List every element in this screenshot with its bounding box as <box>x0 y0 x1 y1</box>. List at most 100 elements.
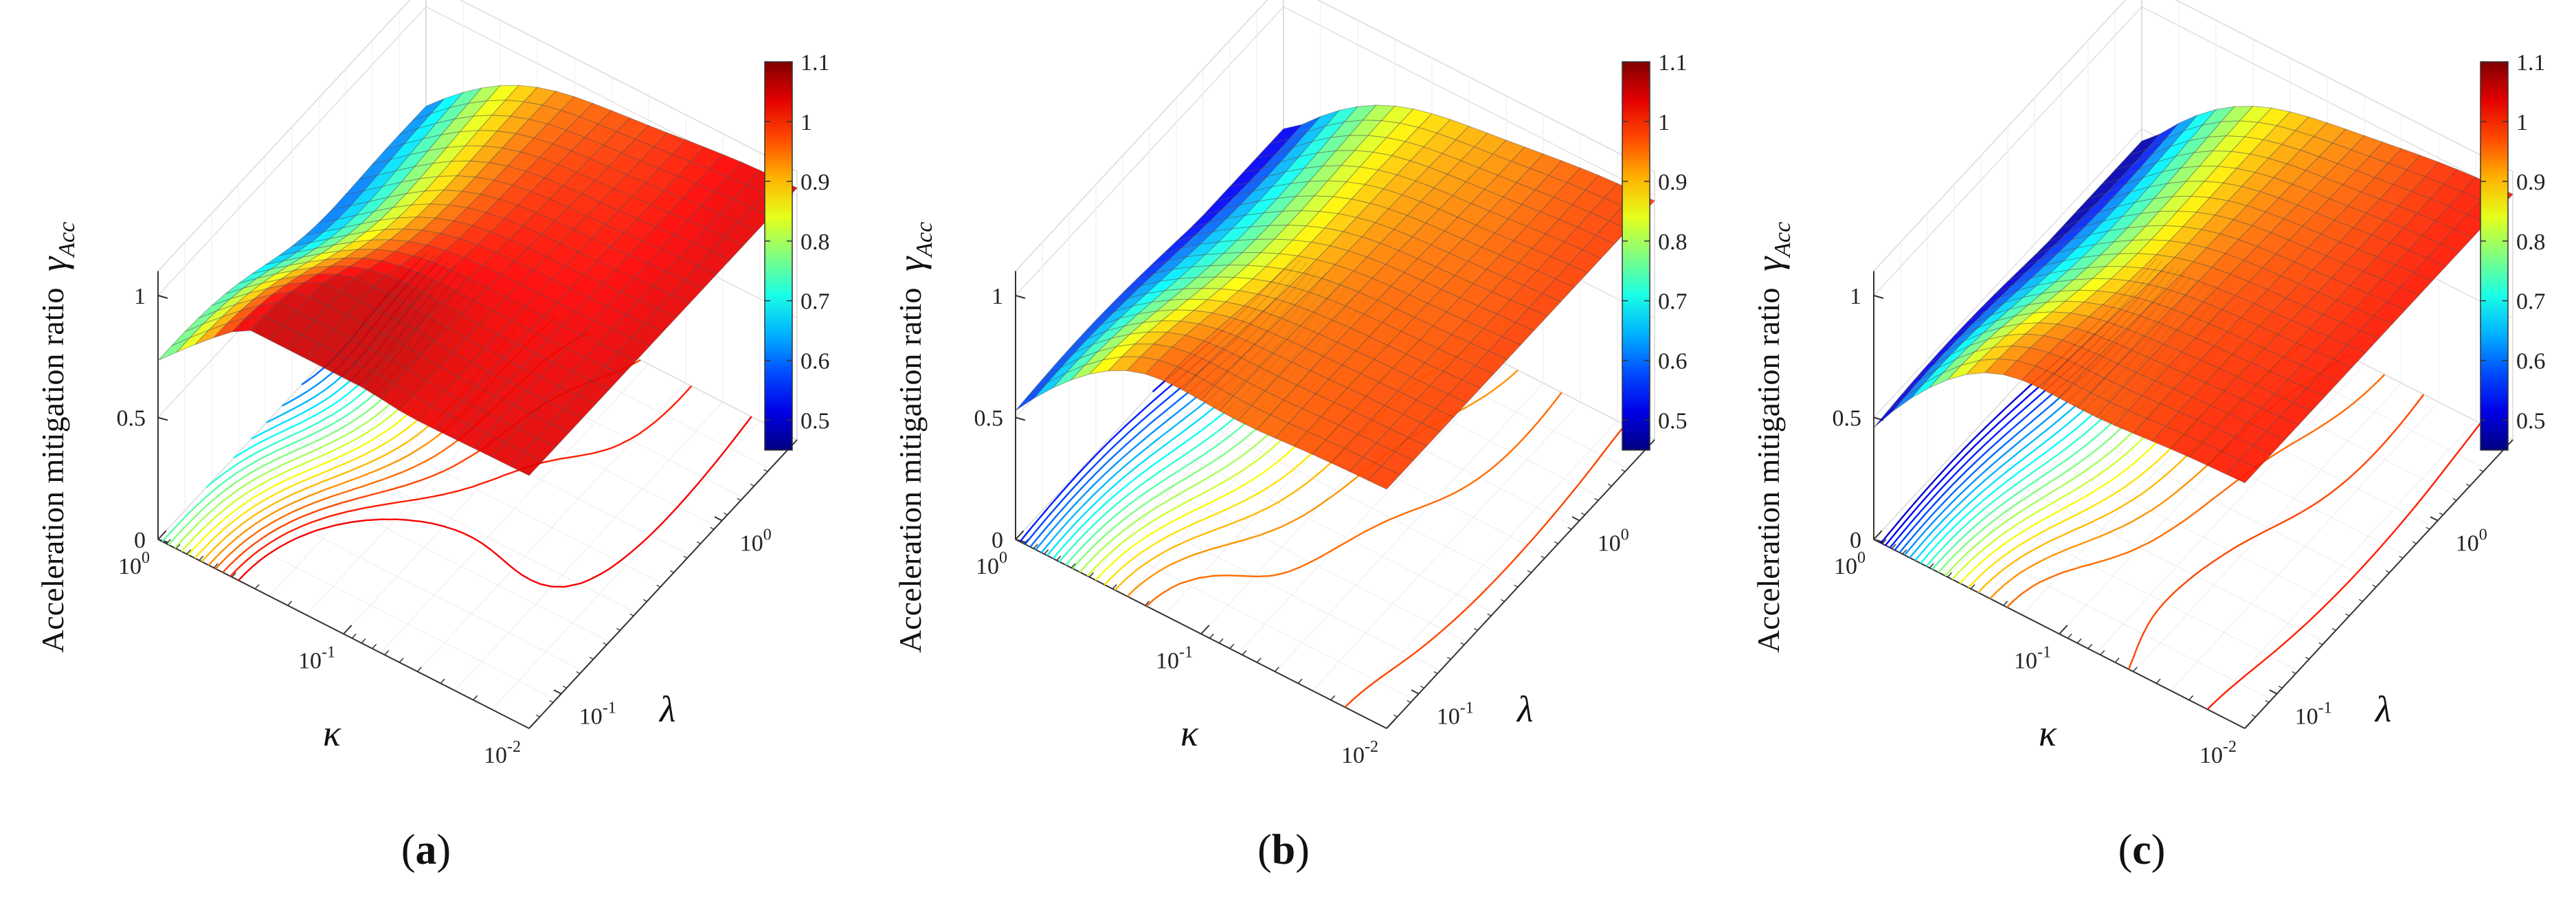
lambda-tick-label: 100 <box>1598 526 1629 557</box>
surface-patch <box>2346 330 2379 354</box>
panel-a: 0 0.5 1 100 10-1 10-2 10-1 100 κ λ Acceleration mi… <box>0 0 859 905</box>
z-axis-symbol: γAcc <box>891 222 937 271</box>
lambda-axis-line <box>528 439 798 729</box>
contour-level <box>1145 392 1563 607</box>
kappa-tick-label: 100 <box>118 549 150 579</box>
z-axis-symbol: γAcc <box>1749 222 1795 271</box>
z-tick-label: 0 <box>992 528 1003 553</box>
surface-patch <box>603 351 637 376</box>
colorbar-tick-label: 1 <box>2516 110 2528 135</box>
surface-patch <box>1015 382 1048 411</box>
surface-mesh-a <box>157 85 798 476</box>
surface-plot-b: 0 0.5 1 100 10-1 10-2 10-1 100 κ λ Acceleration mi… <box>891 0 1688 873</box>
surface-patch <box>1407 422 1441 447</box>
lambda-tick-label: 10-1 <box>1437 700 1474 730</box>
lambda-tick-label: 10-1 <box>579 700 616 730</box>
kappa-tick-label: 10-2 <box>2199 738 2237 768</box>
contour-level <box>2206 423 2481 711</box>
z-tick-label: 1 <box>1850 284 1861 309</box>
colorbar-tick-label: 0.8 <box>800 230 830 255</box>
surface-patch <box>2226 459 2259 484</box>
surface-patch <box>2239 445 2272 469</box>
lambda-axis-line <box>1386 439 1655 729</box>
z-axis-label: Acceleration mitigation ratio <box>1751 288 1786 653</box>
colorbar-tick-label: 0.9 <box>800 170 830 195</box>
colorbar-tick-label: 1.1 <box>1658 50 1688 76</box>
colorbar-tick-label: 0.7 <box>800 289 830 315</box>
colorbar-gradient <box>1622 61 1650 451</box>
surface-patch <box>2373 301 2406 325</box>
kappa-axis-label: κ <box>2039 713 2057 754</box>
colorbar-tick-label: 0.6 <box>1658 349 1688 375</box>
lambda-tick-label: 10-1 <box>2295 700 2332 730</box>
colorbar-tick-label: 1.1 <box>2516 50 2546 76</box>
z-tick-label: 0 <box>134 528 146 553</box>
colorbar-tick-label: 0.7 <box>1658 289 1688 315</box>
surface-patch <box>1555 264 1589 288</box>
z-tick-label: 1 <box>992 284 1003 309</box>
surface-patch <box>2252 430 2286 455</box>
lambda-axis-label: λ <box>1516 689 1533 730</box>
surface-patch <box>2440 228 2474 253</box>
colorbar-tick-label: 0.7 <box>2516 289 2546 315</box>
panel-b: 0 0.5 1 100 10-1 10-2 10-1 100 κ λ Acceleration mi… <box>858 0 1716 905</box>
z-tick-label: 0 <box>1850 528 1861 553</box>
z-tick-label: 0.5 <box>117 406 146 432</box>
surface-patch <box>2360 315 2393 339</box>
surface-patch <box>157 337 190 361</box>
kappa-tick-label: 10-1 <box>298 644 335 674</box>
colorbar-tick-label: 0.8 <box>2516 230 2546 255</box>
surface-mesh-c <box>1873 105 2513 484</box>
surface-patch <box>1421 407 1455 432</box>
panel-c: 0 0.5 1 100 10-1 10-2 10-1 100 κ λ Acceleration mi… <box>1716 0 2575 905</box>
lambda-axis-line <box>2244 439 2513 729</box>
colorbar-tick-label: 0.6 <box>800 349 830 375</box>
colorbar-tick-label: 1 <box>1658 110 1670 135</box>
colorbar-tick-label: 1 <box>800 110 812 135</box>
colorbar-tick-label: 0.6 <box>2516 349 2546 375</box>
surface-plot-a: 0 0.5 1 100 10-1 10-2 10-1 100 κ λ Acceleration mi… <box>33 0 830 873</box>
surface-patch <box>657 293 691 318</box>
surface-patch <box>710 236 744 260</box>
colorbar-b: 0.5 0.6 0.7 0.8 0.9 1 1.1 <box>1622 50 1688 451</box>
colorbar-tick-label: 0.5 <box>1658 409 1688 434</box>
colorbar-tick-label: 0.9 <box>1658 170 1688 195</box>
surface-patch <box>1434 394 1468 418</box>
kappa-tick-label: 10-1 <box>2014 644 2051 674</box>
z-tick-label: 1 <box>134 284 146 309</box>
colorbar-gradient <box>764 61 793 451</box>
colorbar-tick-label: 0.9 <box>2516 170 2546 195</box>
kappa-axis-label: κ <box>323 713 341 754</box>
lambda-axis-label: λ <box>2374 689 2391 730</box>
contour-level <box>1344 424 1626 708</box>
surface-patch <box>510 451 544 476</box>
colorbar-gradient <box>2480 61 2509 451</box>
lambda-tick-label: 100 <box>740 526 772 557</box>
panel-label-b: (b) <box>1257 827 1310 873</box>
surface-patch <box>1367 465 1401 490</box>
lambda-axis-label: λ <box>658 689 675 730</box>
contour-level <box>2127 394 2425 670</box>
kappa-tick-label: 100 <box>1834 549 1866 579</box>
panel-label-c: (c) <box>2118 827 2166 873</box>
surface-plot-c: 0 0.5 1 100 10-1 10-2 10-1 100 κ λ Acceleration mi… <box>1749 0 2546 873</box>
kappa-tick-label: 100 <box>976 549 1007 579</box>
panel-label-a: (a) <box>401 827 451 873</box>
colorbar-tick-label: 0.5 <box>2516 409 2546 434</box>
surface-patch <box>1541 278 1575 302</box>
colorbar-tick-label: 0.5 <box>800 409 830 434</box>
colorbar-tick-label: 1.1 <box>800 50 830 76</box>
surface-patch <box>590 366 624 390</box>
colorbar-tick-label: 0.8 <box>1658 230 1688 255</box>
z-axis-label: Acceleration mitigation ratio <box>893 288 928 653</box>
colorbar-a: 0.5 0.6 0.7 0.8 0.9 1 1.1 <box>764 50 830 451</box>
contour-level <box>238 416 752 588</box>
kappa-tick-label: 10-2 <box>1341 738 1378 768</box>
colorbar-c: 0.5 0.6 0.7 0.8 0.9 1 1.1 <box>2480 50 2546 451</box>
lambda-tick-label: 100 <box>2456 526 2487 557</box>
z-tick-label: 0.5 <box>974 406 1004 432</box>
z-axis-symbol: γAcc <box>33 222 80 271</box>
z-tick-label: 0.5 <box>1833 406 1862 432</box>
z-axis-label: Acceleration mitigation ratio <box>35 288 70 653</box>
